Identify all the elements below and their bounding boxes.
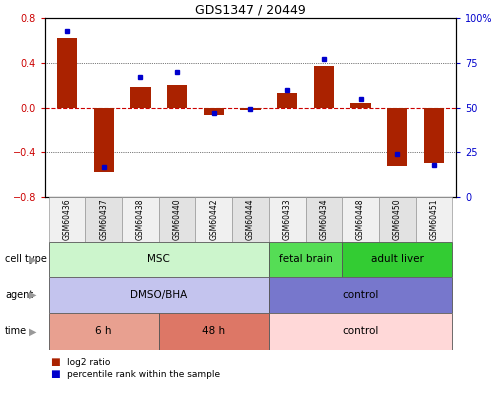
Bar (204, 107, 224, 115)
Text: ▶: ▶ (29, 290, 36, 300)
Bar (167, 85, 187, 107)
Text: 48 h: 48 h (202, 326, 226, 337)
Text: ■: ■ (50, 357, 60, 367)
Text: GSM60444: GSM60444 (246, 199, 255, 240)
Text: time: time (5, 326, 27, 337)
Bar (49, 277, 269, 313)
Text: GSM60437: GSM60437 (99, 199, 108, 240)
Bar (350, 103, 371, 107)
Bar (269, 313, 452, 350)
Bar (49, 197, 85, 242)
Text: DMSO/BHA: DMSO/BHA (130, 290, 188, 300)
Bar (314, 66, 334, 107)
Bar (424, 107, 444, 164)
Text: percentile rank within the sample: percentile rank within the sample (67, 370, 221, 379)
Text: GSM60442: GSM60442 (209, 199, 218, 240)
Bar (49, 313, 159, 350)
Bar (159, 313, 269, 350)
Text: ▶: ▶ (29, 326, 36, 337)
Text: ▶: ▶ (29, 254, 36, 264)
Bar (130, 87, 151, 107)
Text: log2 ratio: log2 ratio (67, 358, 111, 367)
Text: control: control (342, 326, 379, 337)
Text: GSM60434: GSM60434 (319, 199, 328, 240)
Bar (379, 197, 416, 242)
Text: ■: ■ (50, 369, 60, 379)
Bar (85, 197, 122, 242)
Text: GSM60451: GSM60451 (430, 199, 439, 240)
Text: GSM60438: GSM60438 (136, 199, 145, 240)
Text: MSC: MSC (147, 254, 170, 264)
Bar (196, 197, 232, 242)
Text: GSM60448: GSM60448 (356, 199, 365, 240)
Bar (122, 197, 159, 242)
Bar (49, 242, 269, 277)
Text: GSM60450: GSM60450 (393, 199, 402, 240)
Bar (269, 197, 305, 242)
Text: GSM60440: GSM60440 (173, 199, 182, 240)
Bar (232, 197, 269, 242)
Title: GDS1347 / 20449: GDS1347 / 20449 (195, 4, 306, 17)
Bar (94, 107, 114, 173)
Bar (159, 197, 196, 242)
Text: cell type: cell type (5, 254, 47, 264)
Bar (305, 197, 342, 242)
Text: 6 h: 6 h (95, 326, 112, 337)
Bar (57, 38, 77, 107)
Text: GSM60433: GSM60433 (283, 199, 292, 240)
Bar (269, 242, 342, 277)
Text: adult liver: adult liver (371, 254, 424, 264)
Bar (387, 107, 407, 166)
Text: agent: agent (5, 290, 33, 300)
Bar (269, 277, 452, 313)
Bar (241, 107, 260, 110)
Bar (277, 93, 297, 107)
Bar (416, 197, 452, 242)
Bar (342, 242, 452, 277)
Text: GSM60436: GSM60436 (62, 199, 71, 240)
Text: fetal brain: fetal brain (278, 254, 332, 264)
Bar (342, 197, 379, 242)
Text: control: control (342, 290, 379, 300)
